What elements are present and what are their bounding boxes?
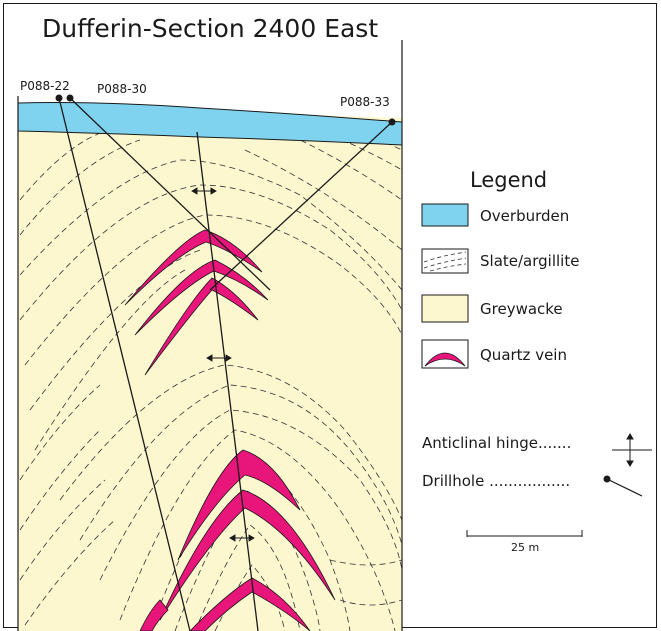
drillhole-trace: [209, 121, 393, 291]
scale-bar: [466, 530, 583, 537]
greywacke-body: [18, 96, 402, 631]
drillhole-collar: [388, 118, 396, 126]
anticline-hinge-symbol: [229, 534, 255, 542]
legend-label-greywacke: Greywacke: [480, 300, 563, 318]
drillhole-label: P088-22: [20, 79, 70, 93]
drillhole-label: P088-33: [340, 95, 390, 109]
quartz-vein: [139, 599, 169, 631]
slate-swatch: [421, 248, 469, 274]
greywacke-swatch: [421, 294, 469, 323]
quartz-vein: [144, 277, 259, 376]
anticline-hinge-symbol: [191, 187, 217, 195]
quartz-swatch: [421, 339, 469, 369]
hinge-arrows: [191, 187, 255, 542]
legend-label-overburden: Overburden: [480, 207, 569, 225]
legend-label-slate: Slate/argillite: [480, 252, 579, 270]
drillhole-legend-symbol: [603, 475, 643, 497]
sky-gap: [18, 96, 402, 118]
quartz-vein: [177, 449, 301, 561]
legend-heading: Legend: [470, 168, 547, 192]
drillhole-trace: [69, 97, 271, 291]
scale-bar-label: 25 m: [511, 541, 539, 554]
drillhole-trace: [58, 97, 191, 631]
legend-label-hinge: Anticlinal hinge.......: [422, 434, 571, 452]
quartz-vein: [159, 489, 336, 621]
overburden-swatch: [421, 203, 469, 227]
drillhole-label: P088-30: [97, 82, 147, 96]
legend-label-drillhole: Drillhole .................: [422, 472, 570, 490]
quartz-vein: [134, 259, 269, 336]
hinge-legend-symbol: [612, 433, 652, 467]
cross-section-panel: P088-22 P088-30 P088-33: [17, 40, 403, 631]
legend: Legend Overburden Slate/argillite Greywa…: [421, 168, 652, 554]
drillhole-collar: [55, 94, 63, 102]
hinge-axis-line: [196, 131, 259, 631]
anticline-hinge-symbol: [206, 354, 232, 362]
drillhole-collar: [66, 94, 74, 102]
figure-title: Dufferin-Section 2400 East: [42, 14, 378, 43]
drillhole-traces: [58, 97, 393, 631]
legend-label-quartz: Quartz vein: [480, 346, 567, 364]
